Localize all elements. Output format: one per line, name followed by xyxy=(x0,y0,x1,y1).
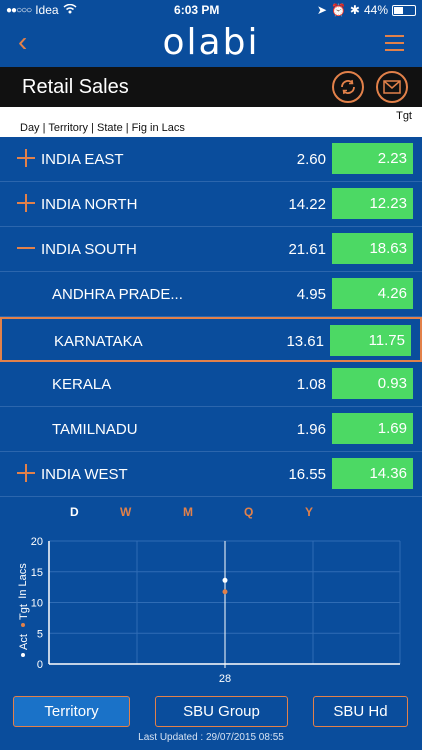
target-value: 2.23 xyxy=(332,143,413,174)
actual-value: 21.61 xyxy=(288,241,326,258)
territory-row[interactable]: INDIA NORTH 14.22 12.23 xyxy=(0,182,422,227)
location-icon: ➤ xyxy=(316,3,327,17)
legend-label-tgt: Tgt xyxy=(18,604,30,620)
target-value: 1.69 xyxy=(332,413,413,444)
actual-value: 4.95 xyxy=(296,286,326,303)
x-tick-label: 28 xyxy=(219,673,231,685)
last-updated: Last Updated : 29/07/2015 08:55 xyxy=(138,732,284,743)
legend-label-act: Act xyxy=(18,634,30,650)
row-name: TAMILNADU xyxy=(52,421,138,438)
collapse-minus-icon[interactable] xyxy=(17,239,35,257)
wifi-icon xyxy=(63,3,77,17)
alarm-icon: ⏰ xyxy=(330,3,346,17)
legend-marker-tgt xyxy=(21,623,25,627)
expand-plus-icon[interactable] xyxy=(17,464,35,482)
breadcrumb: Day | Territory | State | Fig in Lacs xyxy=(20,122,185,134)
chart-legend: Act Tgt xyxy=(18,604,30,657)
territory-button[interactable]: Territory xyxy=(13,696,130,727)
target-value: 0.93 xyxy=(332,368,413,399)
actual-value: 16.55 xyxy=(288,466,326,483)
y-tick-label: 20 xyxy=(31,536,43,548)
row-name: INDIA EAST xyxy=(41,151,124,168)
bluetooth-icon: ✱ xyxy=(349,3,360,17)
period-tab-m[interactable]: M xyxy=(183,505,193,519)
title-bar: Retail Sales xyxy=(0,67,422,107)
mail-icon[interactable] xyxy=(376,71,408,103)
target-value: 18.63 xyxy=(332,233,413,264)
status-bar: ●●○○○ Idea 6:03 PM ➤ ⏰ ✱ 44% xyxy=(0,0,422,20)
territory-row[interactable]: INDIA WEST 16.55 14.36 xyxy=(0,452,422,497)
y-tick-label: 5 xyxy=(37,628,43,640)
expand-plus-icon[interactable] xyxy=(17,149,35,167)
back-chevron-icon[interactable]: ‹ xyxy=(18,26,28,57)
clock: 6:03 PM xyxy=(174,3,220,17)
page-title: Retail Sales xyxy=(22,76,129,98)
actual-value: 13.61 xyxy=(286,333,324,350)
carrier-name: Idea xyxy=(35,3,59,17)
filter-breadcrumb-bar: Day | Territory | State | Fig in Lacs Tg… xyxy=(0,107,422,137)
row-name: ANDHRA PRADE... xyxy=(52,286,183,303)
row-name: INDIA SOUTH xyxy=(41,241,137,258)
chart-panel: D W M Q Y 0 5 10 15 20 28 In Lacs Act Tgt xyxy=(0,497,422,690)
row-name: INDIA WEST xyxy=(41,466,128,483)
refresh-icon[interactable] xyxy=(332,71,364,103)
row-name: INDIA NORTH xyxy=(41,196,138,213)
nav-bar: ‹ olabi xyxy=(0,20,422,67)
y-tick-label: 0 xyxy=(37,659,43,671)
actual-value: 2.60 xyxy=(296,151,326,168)
actual-value: 1.96 xyxy=(296,421,326,438)
data-point-act xyxy=(222,577,228,583)
y-tick-label: 15 xyxy=(31,567,43,579)
period-tab-w[interactable]: W xyxy=(120,505,132,519)
tgt-column-header: Tgt xyxy=(396,110,412,122)
target-value: 4.26 xyxy=(332,278,413,309)
actual-value: 14.22 xyxy=(288,196,326,213)
target-value: 12.23 xyxy=(332,188,413,219)
battery-percent: 44% xyxy=(363,3,388,17)
hamburger-menu-icon[interactable] xyxy=(385,35,404,56)
data-point-tgt xyxy=(222,589,228,595)
territory-list: INDIA EAST 2.60 2.23 INDIA NORTH 14.22 12.23 I… xyxy=(0,137,422,497)
sbu-group-button[interactable]: SBU Group xyxy=(155,696,288,727)
battery-icon xyxy=(392,4,416,16)
territory-row[interactable]: INDIA SOUTH 21.61 18.63 xyxy=(0,227,422,272)
target-value: 14.36 xyxy=(332,458,413,489)
territory-row[interactable]: TAMILNADU 1.96 1.69 xyxy=(0,407,422,452)
sbu-hd-button[interactable]: SBU Hd xyxy=(313,696,408,727)
row-name: KARNATAKA xyxy=(54,333,143,350)
target-value: 11.75 xyxy=(330,325,411,356)
sales-chart: 0 5 10 15 20 28 In Lacs Act Tgt xyxy=(17,536,401,685)
legend-marker-act xyxy=(21,653,25,657)
app-logo: olabi xyxy=(162,22,260,63)
expand-plus-icon[interactable] xyxy=(17,194,35,212)
period-tab-q[interactable]: Q xyxy=(244,505,254,519)
period-tab-y[interactable]: Y xyxy=(305,505,314,519)
row-name: KERALA xyxy=(52,376,112,393)
actual-value: 1.08 xyxy=(296,376,326,393)
territory-row[interactable]: KERALA 1.08 0.93 xyxy=(0,362,422,407)
period-tab-d[interactable]: D xyxy=(70,505,79,519)
y-tick-label: 10 xyxy=(31,598,43,610)
signal-icon: ●●○○○ xyxy=(6,4,32,16)
grouping-buttons: Territory SBU Group SBU Hd xyxy=(0,696,422,728)
territory-row[interactable]: INDIA EAST 2.60 2.23 xyxy=(0,137,422,182)
territory-row[interactable]: ANDHRA PRADE... 4.95 4.26 xyxy=(0,272,422,317)
y-axis-label: In Lacs xyxy=(17,563,29,599)
territory-row[interactable]: KARNATAKA 13.61 11.75 xyxy=(0,317,422,362)
